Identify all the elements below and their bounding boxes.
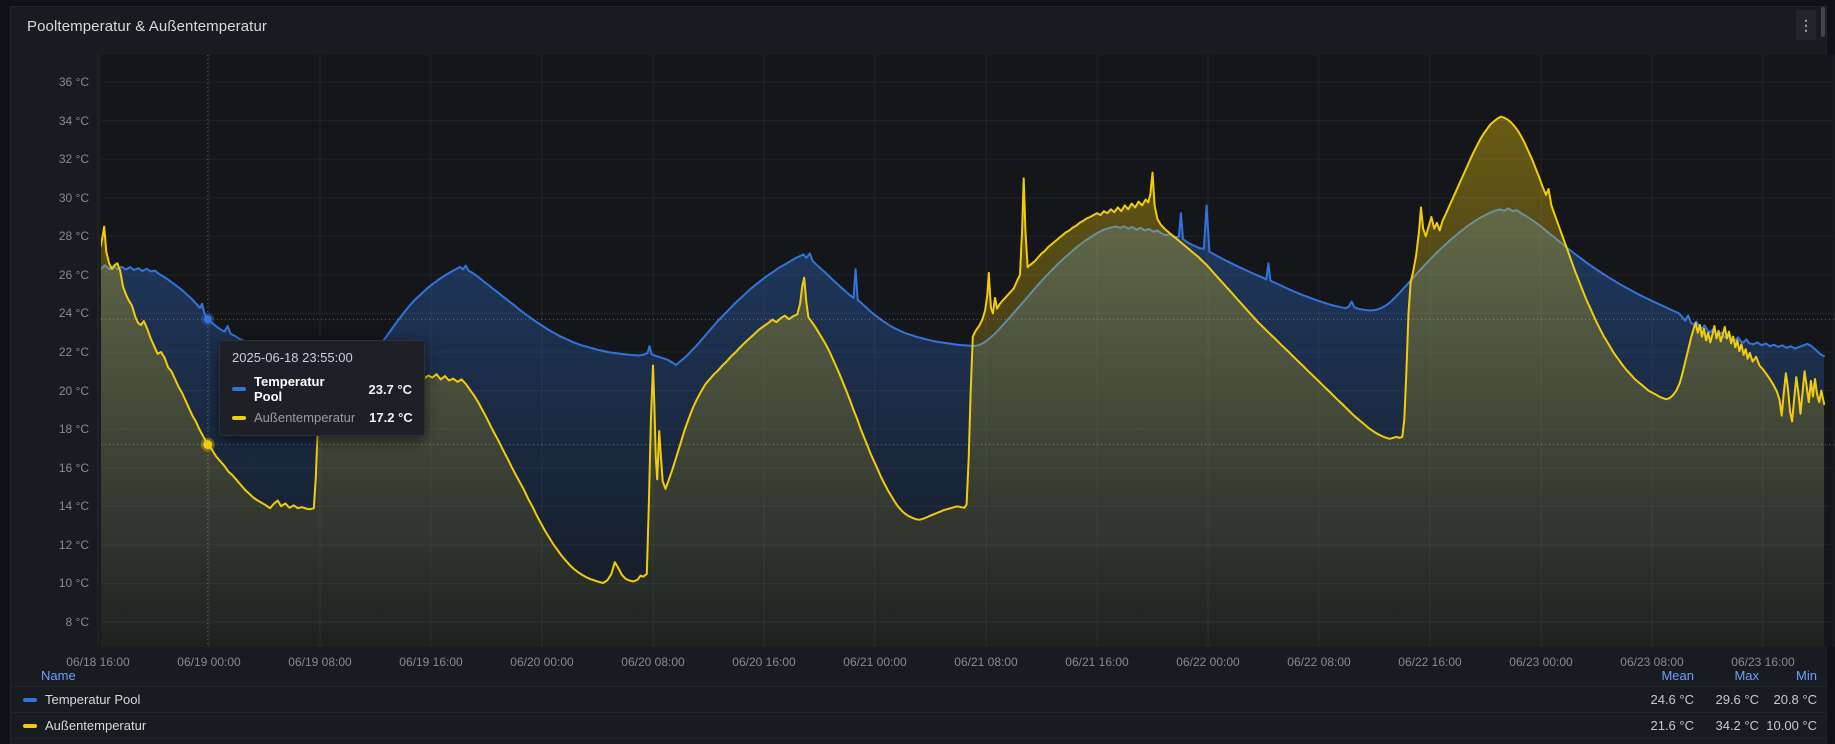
panel-title: Pooltemperatur & Außentemperatur	[27, 18, 267, 35]
tooltip-row-outside: Außentemperatur 17.2 °C	[220, 407, 424, 435]
y-axis-tick-label: 16 °C	[58, 460, 89, 475]
outside-series-marker	[232, 415, 246, 420]
y-axis-tick-label: 18 °C	[58, 422, 89, 437]
x-axis-tick-label: 06/21 00:00	[843, 655, 907, 669]
legend-max-value: 34.2 °C	[1715, 718, 1759, 733]
kebab-icon: ⋮	[1799, 17, 1813, 33]
legend-row[interactable]: Temperatur Pool 24.6 °C 29.6 °C 20.8 °C	[11, 687, 1826, 713]
timeseries-panel: Pooltemperatur & Außentemperatur ⋮ 36 °C…	[10, 6, 1835, 744]
legend-mean-value: 24.6 °C	[1650, 692, 1694, 707]
tooltip-series-name: Temperatur Pool	[254, 374, 325, 404]
scrollbar-thumb[interactable]	[1821, 7, 1825, 37]
y-axis-tick-label: 34 °C	[58, 113, 89, 128]
x-axis-tick-label: 06/23 16:00	[1731, 655, 1795, 669]
legend-max-value: 29.6 °C	[1715, 692, 1759, 707]
x-axis-tick-label: 06/22 00:00	[1176, 655, 1240, 669]
chart-tooltip: 2025-06-18 23:55:00 Temperatur Pool 23.7…	[219, 340, 425, 436]
y-axis-tick-label: 22 °C	[58, 344, 89, 359]
legend-mean-value: 21.6 °C	[1650, 718, 1694, 733]
legend-table: Name Mean Max Min Temperatur Pool 24.6 °C…	[11, 665, 1826, 739]
x-axis-tick-label: 06/23 08:00	[1620, 655, 1684, 669]
tooltip-timestamp: 2025-06-18 23:55:00	[232, 350, 353, 365]
y-axis-tick-label: 28 °C	[58, 229, 89, 244]
x-axis-tick-label: 06/19 08:00	[288, 655, 352, 669]
legend-series-name[interactable]: Temperatur Pool	[11, 692, 1614, 707]
legend-column-name[interactable]: Name	[41, 668, 76, 683]
tooltip-series-value: 23.7 °C	[368, 381, 412, 397]
y-axis-tick-label: 26 °C	[58, 267, 89, 282]
y-axis-tick-label: 20 °C	[58, 383, 89, 398]
x-axis-tick-label: 06/21 08:00	[954, 655, 1018, 669]
legend-column-min[interactable]: Min	[1796, 668, 1817, 683]
y-axis-tick-label: 36 °C	[58, 75, 89, 89]
y-axis-tick-label: 12 °C	[58, 537, 89, 552]
series-color-marker	[23, 697, 37, 702]
pool-series-marker	[232, 387, 246, 391]
panel-menu-button[interactable]: ⋮	[1796, 10, 1816, 40]
legend-column-max[interactable]: Max	[1734, 668, 1759, 683]
legend-min-value: 10.00 °C	[1766, 718, 1817, 733]
y-axis-tick-label: 14 °C	[58, 499, 89, 514]
x-axis-tick-label: 06/22 08:00	[1287, 655, 1351, 669]
x-axis-tick-label: 06/20 08:00	[621, 655, 685, 669]
y-axis-tick-label: 24 °C	[58, 306, 89, 321]
x-axis-tick-label: 06/20 00:00	[510, 655, 574, 669]
legend-min-value: 20.8 °C	[1773, 692, 1817, 707]
legend-header-row: Name Mean Max Min	[11, 665, 1826, 687]
series-color-marker	[23, 723, 37, 728]
y-axis-tick-label: 32 °C	[58, 152, 89, 167]
y-axis-tick-label: 8 °C	[65, 614, 89, 629]
x-axis-tick-label: 06/18 16:00	[66, 655, 130, 669]
tooltip-row-pool: Temperatur Pool 23.7 °C	[220, 371, 424, 407]
tooltip-series-value: 17.2 °C	[369, 410, 413, 425]
legend-row[interactable]: Außentemperatur 21.6 °C 34.2 °C 10.00 °C	[11, 713, 1826, 739]
x-axis-tick-label: 06/22 16:00	[1398, 655, 1462, 669]
x-axis-tick-label: 06/19 00:00	[177, 655, 241, 669]
x-axis-tick-label: 06/19 16:00	[399, 655, 463, 669]
panel-header[interactable]: Pooltemperatur & Außentemperatur ⋮	[11, 7, 1826, 47]
tooltip-series-name: Außentemperatur	[254, 410, 356, 425]
legend-column-mean[interactable]: Mean	[1661, 668, 1694, 683]
y-axis-tick-label: 10 °C	[58, 576, 89, 591]
legend-series-name[interactable]: Außentemperatur	[11, 718, 1614, 733]
x-axis-tick-label: 06/20 16:00	[732, 655, 796, 669]
x-axis-tick-label: 06/21 16:00	[1065, 655, 1129, 669]
x-axis-tick-label: 06/23 00:00	[1509, 655, 1573, 669]
y-axis-tick-label: 30 °C	[58, 190, 89, 205]
